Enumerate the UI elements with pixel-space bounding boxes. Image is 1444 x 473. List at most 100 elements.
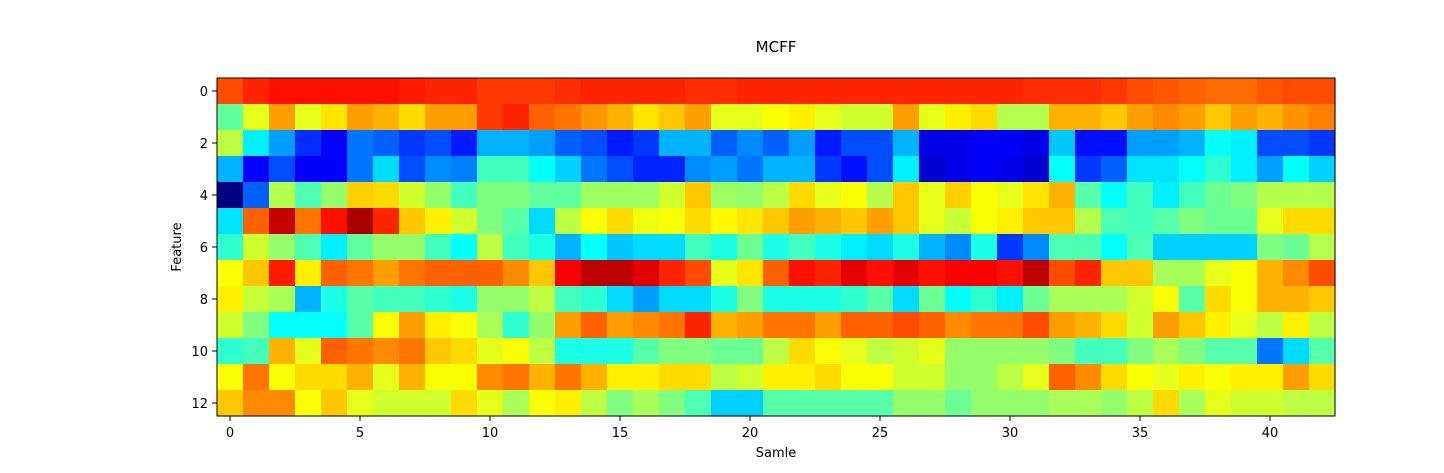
heatmap-cell [503, 338, 530, 365]
heatmap-cell [347, 208, 374, 235]
heatmap-cell [1231, 130, 1258, 157]
heatmap-cell [1075, 338, 1102, 365]
heatmap-cell [477, 286, 504, 313]
heatmap-cell [633, 312, 660, 339]
heatmap-cell [347, 104, 374, 131]
heatmap-cell [1049, 208, 1076, 235]
heatmap-cell [633, 104, 660, 131]
heatmap-cell [997, 312, 1024, 339]
heatmap-cell [1179, 390, 1206, 417]
heatmap-cell [243, 364, 270, 391]
heatmap-cell [711, 182, 738, 209]
heatmap-cell [1153, 208, 1180, 235]
heatmap-cell [295, 156, 322, 183]
heatmap-cell [269, 156, 296, 183]
heatmap-cell [1179, 286, 1206, 313]
heatmap-cell [217, 182, 244, 209]
heatmap-cell [347, 260, 374, 287]
heatmap-cell [1101, 364, 1128, 391]
heatmap-cell [1101, 78, 1128, 105]
y-tick-label: 12 [191, 397, 208, 412]
x-axis-ticks: 0 5 10 15 20 25 30 35 40 [226, 416, 1278, 441]
heatmap-cell [1127, 260, 1154, 287]
heatmap-cell [685, 156, 712, 183]
heatmap-cell [347, 312, 374, 339]
heatmap-cell [1205, 104, 1232, 131]
x-tick-label: 30 [1002, 426, 1019, 441]
heatmap-cell [1049, 312, 1076, 339]
heatmap-cell [503, 312, 530, 339]
heatmap-cell [893, 156, 920, 183]
heatmap-cell [503, 364, 530, 391]
heatmap-cell [399, 312, 426, 339]
heatmap-cell [373, 286, 400, 313]
heatmap-cell [477, 234, 504, 261]
heatmap-cell [217, 130, 244, 157]
heatmap-cell [1023, 338, 1050, 365]
heatmap-cell [1075, 78, 1102, 105]
heatmap-cell [347, 182, 374, 209]
heatmap-cell [945, 234, 972, 261]
heatmap-cell [815, 208, 842, 235]
y-tick-label: 2 [200, 137, 208, 152]
heatmap-cell [737, 130, 764, 157]
heatmap-cell [1309, 182, 1336, 209]
heatmap-cell [789, 104, 816, 131]
heatmap-cell [841, 312, 868, 339]
heatmap-cell [1205, 260, 1232, 287]
heatmap-cell [1023, 130, 1050, 157]
heatmap-cell [1049, 390, 1076, 417]
heatmap-cell [685, 234, 712, 261]
heatmap-cell [269, 78, 296, 105]
heatmap-cell [659, 364, 686, 391]
heatmap-cell [1205, 338, 1232, 365]
heatmap-cell [607, 286, 634, 313]
heatmap-cell [1101, 130, 1128, 157]
heatmap-cell [269, 312, 296, 339]
heatmap-cell [945, 182, 972, 209]
heatmap-cell [893, 182, 920, 209]
heatmap-cell [1231, 286, 1258, 313]
heatmap-cell [529, 338, 556, 365]
heatmap-cell [763, 260, 790, 287]
heatmap-cell [555, 182, 582, 209]
x-axis-label: Samle [756, 446, 797, 461]
heatmap-cell [1153, 156, 1180, 183]
heatmap-cell [1023, 208, 1050, 235]
heatmap-cell [1153, 78, 1180, 105]
heatmap-cell [1231, 156, 1258, 183]
heatmap-cell [503, 234, 530, 261]
heatmap-cell [269, 286, 296, 313]
heatmap-cell [893, 286, 920, 313]
heatmap-cell [1283, 260, 1310, 287]
heatmap-cell [1309, 130, 1336, 157]
heatmap-cell [633, 130, 660, 157]
heatmap-cell [659, 390, 686, 417]
heatmap-cell [789, 390, 816, 417]
heatmap-cell [945, 338, 972, 365]
heatmap-cell [919, 78, 946, 105]
heatmap-cell [945, 130, 972, 157]
heatmap-cell [685, 286, 712, 313]
heatmap-cell [737, 338, 764, 365]
heatmap-cell [1127, 338, 1154, 365]
heatmap-cell [581, 78, 608, 105]
heatmap-cell [1023, 390, 1050, 417]
heatmap-cell [1205, 286, 1232, 313]
heatmap-cell [763, 364, 790, 391]
heatmap-cell [347, 390, 374, 417]
heatmap-cell [1153, 338, 1180, 365]
heatmap-cell [1231, 364, 1258, 391]
heatmap-cell [711, 364, 738, 391]
heatmap-cell [321, 312, 348, 339]
heatmap-cell [867, 286, 894, 313]
heatmap-cell [971, 338, 998, 365]
heatmap-cell [659, 208, 686, 235]
heatmap-cell [295, 390, 322, 417]
heatmap-cell [451, 78, 478, 105]
heatmap-cell [503, 104, 530, 131]
heatmap-cell [737, 286, 764, 313]
heatmap-cell [243, 312, 270, 339]
heatmap-cell [1309, 156, 1336, 183]
heatmap-cell [815, 338, 842, 365]
